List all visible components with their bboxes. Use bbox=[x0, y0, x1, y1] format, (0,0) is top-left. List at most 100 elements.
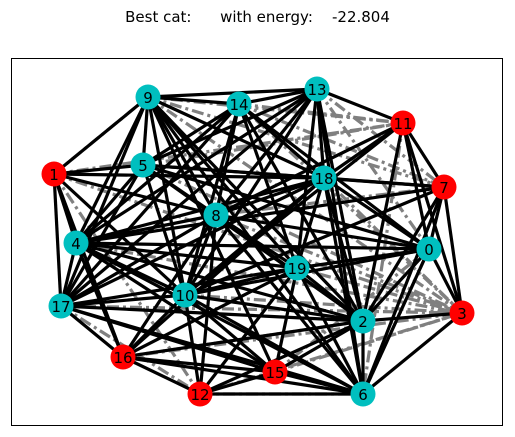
node-circle-13 bbox=[304, 76, 330, 102]
node-14: 14 bbox=[226, 91, 252, 117]
solid-edge-18-17 bbox=[60, 176, 325, 308]
solid-edge-1-5 bbox=[53, 163, 144, 176]
node-circle-5 bbox=[130, 152, 156, 178]
solid-edge-13-11 bbox=[316, 87, 404, 125]
node-circle-17 bbox=[48, 293, 74, 319]
solid-edge-10-16 bbox=[121, 293, 187, 359]
solid-edge-10-2 bbox=[184, 293, 364, 323]
node-label-11: 11 bbox=[393, 115, 412, 133]
solid-edge-19-2 bbox=[295, 266, 365, 323]
solid-edge-2-16 bbox=[122, 319, 364, 359]
solid-edge-18-2 bbox=[322, 177, 365, 322]
node-circle-15 bbox=[262, 359, 288, 385]
solid-edge-13-5 bbox=[142, 87, 318, 167]
solid-edge-7-6 bbox=[361, 186, 446, 395]
solid-edge-14-5 bbox=[142, 102, 240, 167]
solid-edge-13-8 bbox=[214, 87, 319, 217]
solid-edge-17-2 bbox=[60, 304, 364, 323]
solid-edge-15-6 bbox=[274, 370, 364, 396]
dashed-edge-13-0 bbox=[315, 88, 431, 250]
dashed-edge-14-11 bbox=[238, 102, 404, 125]
solid-edge-10-12 bbox=[183, 294, 202, 395]
node-label-19: 19 bbox=[287, 260, 306, 278]
node-label-9: 9 bbox=[143, 89, 153, 107]
solid-edge-12-15 bbox=[199, 370, 276, 396]
solid-edge-13-4 bbox=[75, 87, 318, 245]
solid-edge-7-4 bbox=[75, 185, 445, 245]
node-13: 13 bbox=[304, 76, 330, 102]
figure-title: Best cat: with energy: -22.804 bbox=[0, 8, 515, 26]
solid-edge-19-6 bbox=[295, 267, 365, 395]
solid-edge-16-12 bbox=[122, 355, 201, 396]
solid-edge-8-0 bbox=[215, 213, 430, 251]
dashed-edge-5-3 bbox=[142, 163, 463, 315]
node-12: 12 bbox=[187, 381, 213, 407]
node-label-13: 13 bbox=[307, 81, 326, 99]
node-label-8: 8 bbox=[211, 207, 221, 225]
solid-edge-9-4 bbox=[74, 96, 150, 244]
solid-edge-9-14 bbox=[147, 95, 240, 106]
solid-edge-19-15 bbox=[273, 267, 299, 373]
solid-edge-1-18 bbox=[53, 172, 325, 180]
node-9: 9 bbox=[135, 84, 161, 110]
node-circle-2 bbox=[350, 308, 376, 334]
node-6: 6 bbox=[350, 381, 376, 407]
solid-edge-3-6 bbox=[361, 311, 464, 396]
solid-edge-18-16 bbox=[121, 176, 326, 359]
node-15: 15 bbox=[262, 359, 288, 385]
node-circle-14 bbox=[226, 91, 252, 117]
solid-edge-9-18 bbox=[147, 95, 325, 180]
node-10: 10 bbox=[172, 282, 198, 308]
node-label-16: 16 bbox=[113, 349, 132, 367]
node-5: 5 bbox=[130, 152, 156, 178]
solid-edge-7-3 bbox=[442, 186, 464, 314]
solid-edge-10-15 bbox=[183, 293, 277, 374]
solid-edge-9-8 bbox=[146, 96, 218, 216]
solid-edge-8-10 bbox=[183, 214, 218, 296]
node-17: 17 bbox=[48, 293, 74, 319]
node-circle-1 bbox=[41, 161, 67, 187]
solid-edge-5-0 bbox=[142, 163, 430, 251]
node-label-2: 2 bbox=[358, 313, 368, 331]
title-middle: with energy: bbox=[220, 8, 313, 26]
node-18: 18 bbox=[311, 165, 337, 191]
node-circle-4 bbox=[63, 230, 89, 256]
node-label-5: 5 bbox=[138, 157, 148, 175]
node-circle-9 bbox=[135, 84, 161, 110]
solid-edge-4-19 bbox=[75, 241, 298, 270]
solid-edge-9-10 bbox=[146, 96, 187, 296]
node-circle-7 bbox=[431, 174, 457, 200]
node-circle-18 bbox=[311, 165, 337, 191]
node-1: 1 bbox=[41, 161, 67, 187]
solid-edge-0-2 bbox=[361, 247, 431, 323]
solid-edge-5-4 bbox=[74, 163, 145, 245]
node-label-17: 17 bbox=[51, 298, 70, 316]
node-7: 7 bbox=[431, 174, 457, 200]
node-label-18: 18 bbox=[314, 170, 333, 188]
solid-edge-17-16 bbox=[59, 304, 125, 359]
node-3: 3 bbox=[449, 300, 475, 326]
solid-edge-1-17 bbox=[52, 173, 63, 307]
node-label-1: 1 bbox=[49, 166, 59, 184]
solid-edge-11-2 bbox=[361, 122, 405, 322]
solid-edge-18-7 bbox=[323, 176, 445, 189]
node-label-14: 14 bbox=[229, 96, 248, 114]
solid-edge-4-15 bbox=[75, 241, 276, 374]
node-circle-10 bbox=[172, 282, 198, 308]
node-0: 0 bbox=[416, 236, 442, 262]
solid-edge-10-6 bbox=[184, 293, 364, 396]
solid-edge-9-1 bbox=[52, 95, 150, 176]
node-circle-8 bbox=[203, 202, 229, 228]
node-label-4: 4 bbox=[71, 235, 81, 253]
solid-edge-4-0 bbox=[75, 241, 430, 251]
node-19: 19 bbox=[284, 255, 310, 281]
title-energy: -22.804 bbox=[331, 8, 390, 26]
solid-edge-14-10 bbox=[183, 103, 241, 296]
dashed-edge-10-3 bbox=[184, 293, 463, 315]
solid-edge-16-6 bbox=[122, 355, 364, 396]
solid-edge-18-19 bbox=[295, 177, 326, 269]
node-label-3: 3 bbox=[457, 305, 467, 323]
solid-edge-14-13 bbox=[238, 87, 318, 106]
node-11: 11 bbox=[390, 110, 416, 136]
